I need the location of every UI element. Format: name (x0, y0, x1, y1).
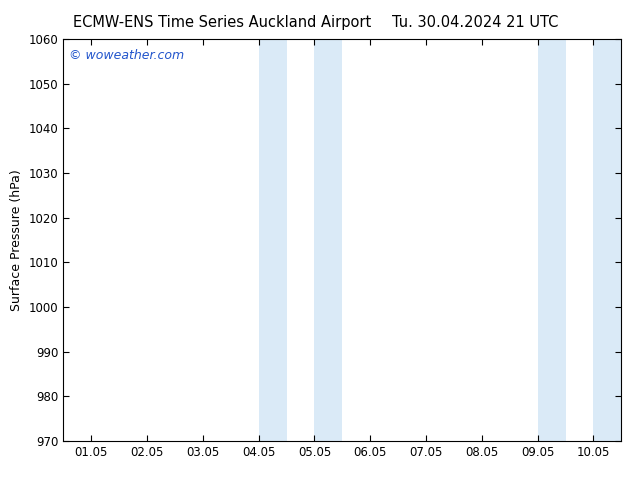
Bar (538, 39, 566, 441)
Bar (259, 39, 287, 441)
Text: Tu. 30.04.2024 21 UTC: Tu. 30.04.2024 21 UTC (392, 15, 559, 30)
Bar (314, 39, 342, 441)
Y-axis label: Surface Pressure (hPa): Surface Pressure (hPa) (10, 169, 23, 311)
Bar (593, 39, 621, 441)
Text: © woweather.com: © woweather.com (69, 49, 184, 62)
Text: ECMW-ENS Time Series Auckland Airport: ECMW-ENS Time Series Auckland Airport (73, 15, 371, 30)
